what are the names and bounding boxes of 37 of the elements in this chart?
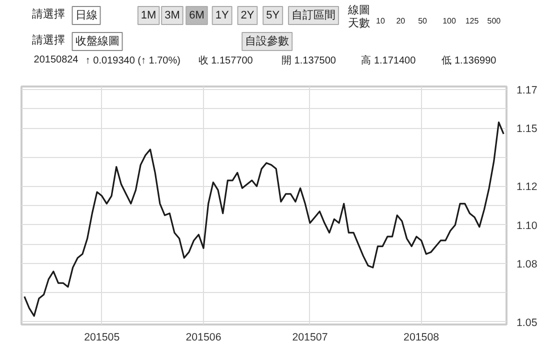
text: 1M: [140, 10, 156, 22]
text: 1Y: [215, 10, 230, 22]
text: 請選擇: [32, 34, 66, 46]
y-tick-label: 1.05: [516, 316, 538, 329]
text: 高 1.171400: [361, 54, 416, 66]
text: 天數: [348, 18, 370, 30]
text: 請選擇: [32, 8, 66, 20]
text: ↑ 0.019340 (↑ 1.70%): [85, 56, 180, 66]
text: 開 1.137500: [282, 56, 336, 66]
text: 3M: [164, 10, 180, 22]
y-tick-label: 1.15: [516, 123, 538, 136]
text: 低 1.136990: [442, 56, 497, 66]
text: 收盤線圖: [75, 36, 120, 48]
text: 線圖: [347, 4, 370, 16]
x-tick-label: 201505: [84, 332, 120, 343]
y-tick-label: 1.12: [516, 181, 538, 194]
line-series: [24, 122, 504, 317]
y-tick-label: 1.10: [516, 220, 538, 232]
text: 10: [376, 16, 386, 26]
y-tick-label: 1.08: [516, 258, 538, 271]
x-tick-label: 201506: [186, 332, 222, 343]
text: 自訂區間: [292, 8, 336, 22]
text: 收 1.157700: [198, 56, 254, 66]
text: 2Y: [240, 10, 255, 22]
text: 100: [442, 16, 456, 26]
text: 20150824: [34, 54, 79, 66]
text: 5Y: [266, 10, 280, 22]
text: 日線: [75, 10, 98, 22]
text: 20: [396, 16, 406, 26]
text: 125: [465, 16, 480, 26]
text: 自設參數: [245, 34, 290, 48]
text: 6M: [189, 10, 204, 22]
y-tick-label: 1.17: [516, 84, 538, 96]
text: 50: [418, 16, 428, 26]
x-tick-label: 201508: [404, 332, 440, 343]
x-tick-label: 201507: [292, 332, 328, 343]
text: 500: [487, 16, 502, 26]
